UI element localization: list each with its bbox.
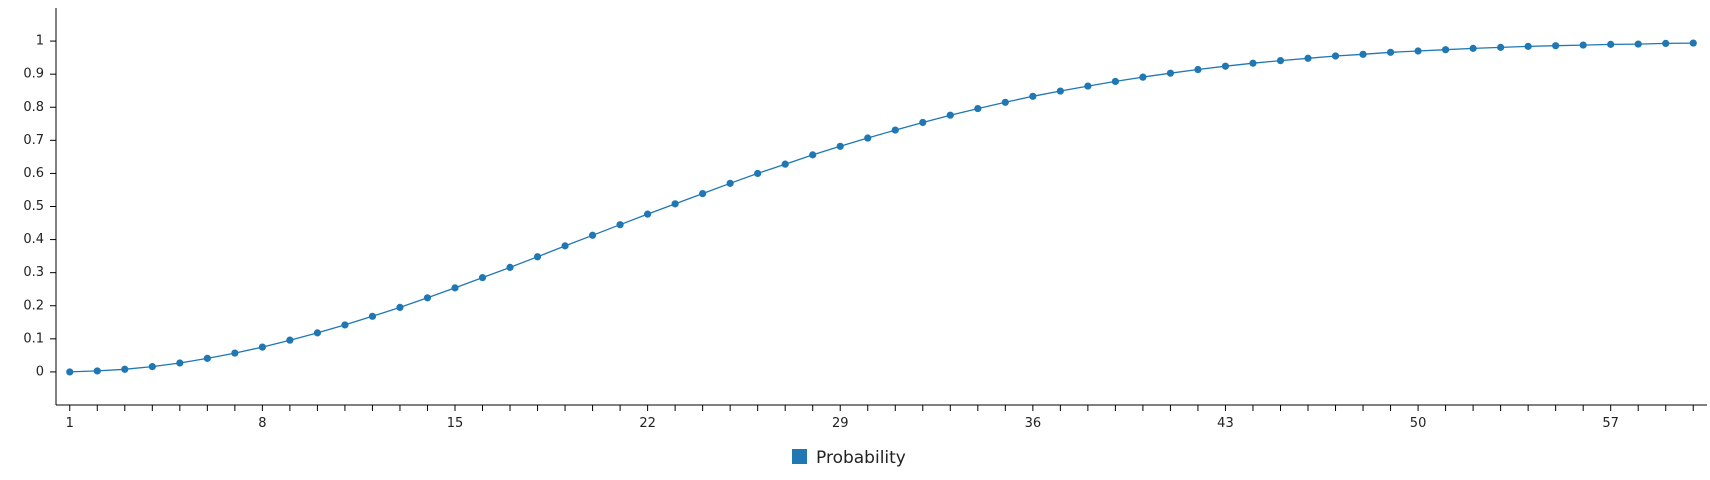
data-point[interactable] [368, 312, 377, 320]
x-tick-label: 43 [1217, 416, 1234, 431]
data-point[interactable] [836, 142, 844, 150]
data-point[interactable] [1441, 46, 1450, 54]
data-point[interactable] [66, 368, 74, 376]
y-tick-label: 0.7 [23, 133, 44, 148]
data-point[interactable] [864, 134, 872, 142]
data-point[interactable] [258, 343, 266, 351]
data-point[interactable] [451, 284, 459, 292]
data-point[interactable] [506, 263, 514, 271]
x-axis: 1 8 15 22 29 36 43 50 57 [56, 404, 1707, 431]
data-point[interactable] [341, 321, 349, 329]
data-point[interactable] [616, 221, 624, 229]
data-point[interactable] [1304, 54, 1312, 62]
x-tick-label: 29 [832, 416, 849, 431]
data-point[interactable] [671, 200, 679, 208]
data-point[interactable] [1689, 39, 1697, 47]
y-tick-label: 0.9 [23, 67, 44, 82]
data-point[interactable] [1386, 48, 1395, 56]
x-tick-label: 1 [66, 416, 74, 431]
data-point[interactable] [313, 329, 322, 337]
data-point[interactable] [286, 336, 294, 344]
data-point[interactable] [1469, 44, 1477, 52]
data-point[interactable] [726, 179, 734, 187]
data-point[interactable] [1331, 52, 1340, 60]
data-point[interactable] [148, 363, 156, 371]
data-point[interactable] [588, 231, 597, 239]
data-point[interactable] [203, 354, 211, 362]
data-point[interactable] [1359, 50, 1367, 58]
data-point[interactable] [1001, 98, 1009, 106]
data-point[interactable] [396, 303, 404, 312]
y-axis: 0 0.1 0.2 0.3 0.4 0.5 0.6 0.7 0.8 0.9 1 [23, 8, 57, 405]
data-point[interactable] [533, 253, 542, 261]
data-point[interactable] [699, 189, 707, 198]
legend-label: Probability [816, 448, 906, 468]
data-point[interactable] [1524, 42, 1532, 50]
data-point[interactable] [974, 104, 982, 113]
x-tick-label: 50 [1410, 416, 1427, 431]
data-point[interactable] [1221, 62, 1230, 70]
data-point[interactable] [1276, 57, 1285, 65]
data-point[interactable] [1249, 59, 1257, 67]
data-point[interactable] [231, 349, 239, 357]
legend-swatch [792, 449, 807, 464]
x-tick-label: 57 [1602, 416, 1619, 431]
data-point[interactable] [1166, 69, 1175, 77]
data-point[interactable] [1029, 92, 1037, 100]
data-point[interactable] [754, 169, 762, 178]
data-point[interactable] [1552, 42, 1560, 50]
data-point[interactable] [644, 210, 652, 218]
y-tick-label: 0.5 [23, 199, 44, 214]
data-point[interactable] [1084, 82, 1092, 90]
data-point[interactable] [93, 367, 101, 375]
data-point[interactable] [809, 151, 817, 159]
series-line [69, 42, 1694, 373]
data-point[interactable] [1607, 40, 1615, 48]
data-point[interactable] [1662, 39, 1670, 47]
x-tick-label: 22 [639, 416, 656, 431]
x-tick-label: 15 [447, 416, 464, 431]
data-point[interactable] [1194, 65, 1202, 74]
data-point[interactable] [1497, 43, 1505, 51]
y-tick-label: 0.4 [23, 232, 44, 247]
data-point[interactable] [478, 274, 487, 282]
data-point[interactable] [781, 160, 789, 168]
y-tick-label: 1 [36, 34, 44, 49]
data-point[interactable] [1414, 47, 1422, 55]
data-point[interactable] [946, 111, 954, 119]
data-point[interactable] [176, 359, 184, 367]
y-tick-label: 0 [36, 364, 44, 379]
x-tick-label: 8 [258, 416, 266, 431]
data-point[interactable] [1139, 73, 1147, 81]
y-tick-label: 0.2 [23, 298, 44, 313]
data-point[interactable] [1056, 87, 1064, 95]
x-tick-label: 36 [1025, 416, 1042, 431]
y-tick-label: 0.8 [23, 100, 44, 115]
data-point[interactable] [423, 294, 432, 302]
data-point[interactable] [121, 365, 129, 373]
y-tick-label: 0.1 [23, 331, 44, 346]
data-point[interactable] [561, 242, 569, 250]
series-layer [66, 39, 1697, 376]
data-point[interactable] [919, 118, 927, 127]
y-tick-label: 0.3 [23, 265, 44, 280]
data-point[interactable] [1634, 40, 1642, 48]
y-tick-label: 0.6 [23, 166, 44, 181]
legend[interactable]: Probability [792, 448, 906, 468]
data-point[interactable] [1579, 41, 1587, 49]
data-point[interactable] [1111, 77, 1119, 86]
data-point[interactable] [891, 126, 899, 134]
